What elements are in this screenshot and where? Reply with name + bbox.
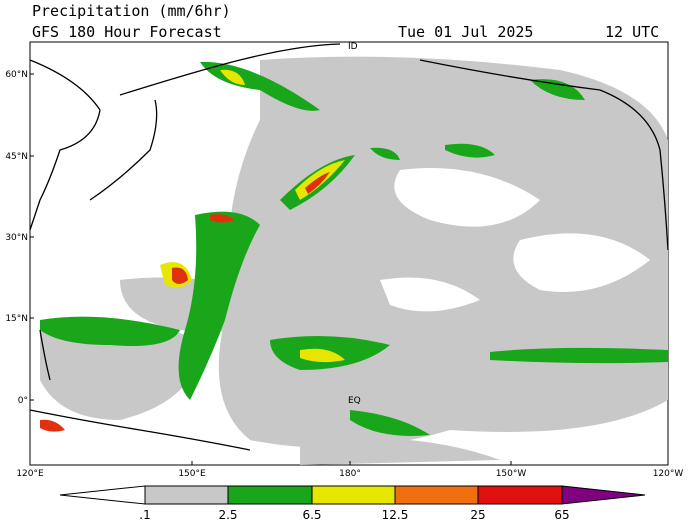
valid-time: 12 UTC (605, 23, 659, 41)
lon-label: 150°E (178, 469, 206, 479)
colorbar-label: 65 (554, 508, 569, 522)
valid-date: Tue 01 Jul 2025 (398, 23, 533, 41)
colorbar-label: 12.5 (382, 508, 409, 522)
lat-label: 30°N (5, 233, 28, 243)
colorbar-segment (311, 485, 396, 505)
colorbar-label: 6.5 (302, 508, 321, 522)
equator-annotation: EQ (348, 396, 361, 406)
coastlines (29, 43, 669, 451)
dateline-annotation: ID (348, 42, 358, 52)
colorbar-label: 25 (470, 508, 485, 522)
title: Precipitation (mm/6hr) (32, 2, 231, 20)
colorbar-label: .1 (139, 508, 150, 522)
dry-patches (380, 168, 650, 312)
forecast-label: GFS 180 Hour Forecast (32, 23, 222, 41)
lon-label: 120°W (653, 469, 684, 479)
lat-label: 15°N (5, 314, 28, 324)
lon-label: 120°E (16, 469, 44, 479)
colorbar-segment (477, 485, 563, 505)
lon-label: 180° (339, 469, 361, 479)
colorbar-segment (144, 485, 229, 505)
intense-precip (40, 172, 330, 432)
colorbar-label: 2.5 (218, 508, 237, 522)
colorbar-segment (394, 485, 479, 505)
colorbar-high (561, 485, 646, 505)
map-area: ID EQ (29, 41, 669, 466)
lat-label: 60°N (5, 70, 28, 80)
lat-label: 0° (18, 396, 28, 406)
colorbar (59, 485, 646, 505)
colorbar-segment (227, 485, 313, 505)
colorbar-low (59, 485, 146, 505)
lon-label: 150°W (496, 469, 527, 479)
lat-label: 45°N (5, 152, 28, 162)
